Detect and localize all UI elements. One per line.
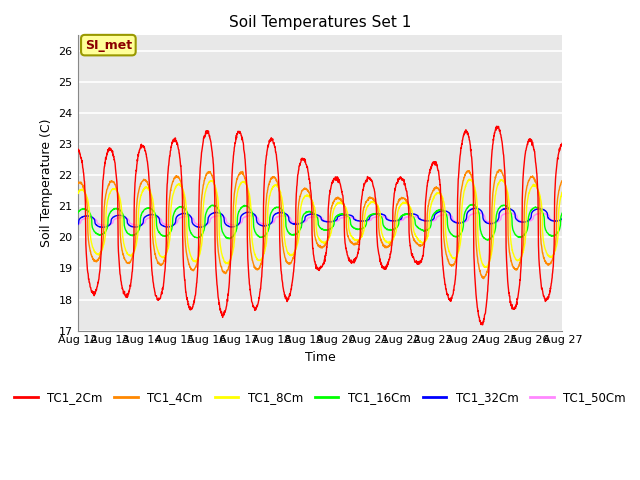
Y-axis label: Soil Temperature (C): Soil Temperature (C)	[40, 119, 53, 247]
X-axis label: Time: Time	[305, 351, 335, 364]
Title: Soil Temperatures Set 1: Soil Temperatures Set 1	[229, 15, 411, 30]
Legend: TC1_2Cm, TC1_4Cm, TC1_8Cm, TC1_16Cm, TC1_32Cm, TC1_50Cm: TC1_2Cm, TC1_4Cm, TC1_8Cm, TC1_16Cm, TC1…	[10, 387, 630, 409]
Text: SI_met: SI_met	[85, 38, 132, 52]
